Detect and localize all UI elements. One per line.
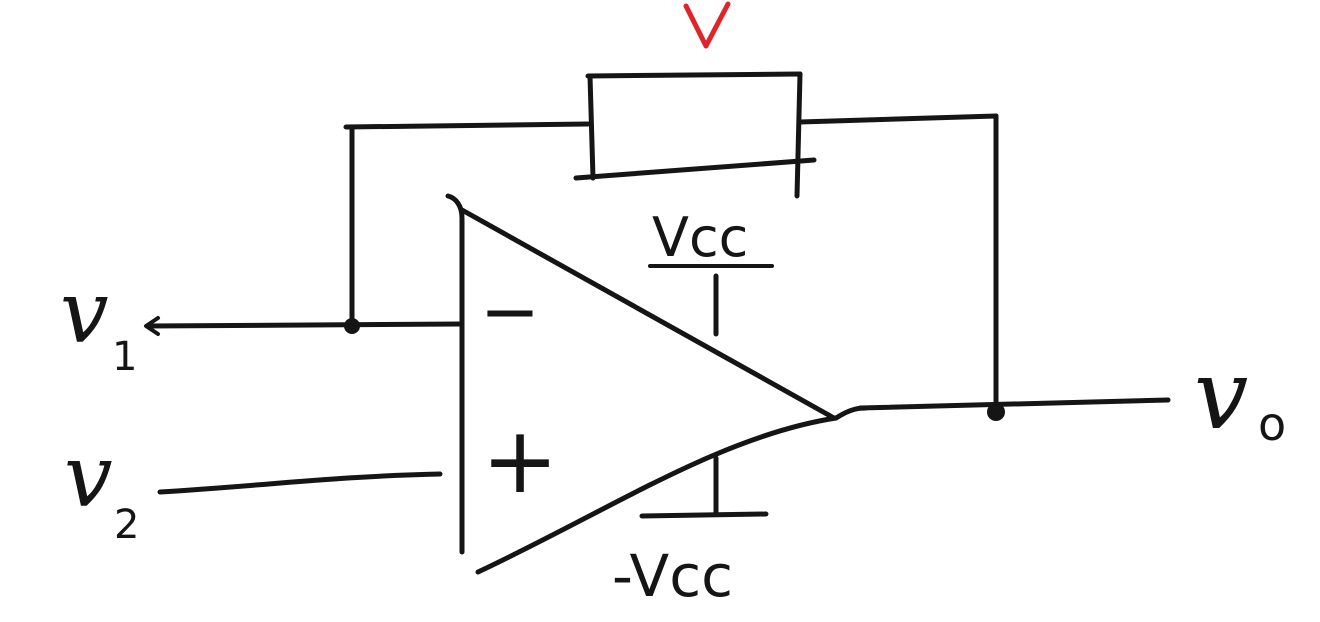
non-inverting-input-wire <box>157 471 443 495</box>
neg-vcc-label: -Vcc <box>612 542 733 610</box>
svg-text:v: v <box>60 263 109 363</box>
feedback-resistor <box>573 71 817 199</box>
non-inverting-sign: + <box>481 407 558 514</box>
inverting-input-wire <box>144 316 463 336</box>
inverting-sign: − <box>480 269 540 353</box>
svg-text:o: o <box>1258 397 1286 451</box>
positive-supply-rail <box>648 264 774 337</box>
v1-label: v 1 <box>60 263 137 380</box>
vo-label: v o <box>1194 339 1286 451</box>
svg-text:v: v <box>64 427 113 527</box>
down-arrow-icon <box>683 1 731 49</box>
output-wire <box>857 397 1171 411</box>
negative-supply-rail <box>639 455 769 519</box>
op-amp <box>445 193 869 575</box>
junction-node-input <box>344 318 360 334</box>
svg-text:1: 1 <box>112 334 137 380</box>
v2-label: v 2 <box>64 427 139 548</box>
vcc-label: Vcc <box>652 206 748 269</box>
feedback-wire <box>343 113 999 413</box>
junction-node-output <box>987 403 1005 421</box>
svg-text:v: v <box>1194 339 1248 451</box>
svg-text:2: 2 <box>114 502 139 548</box>
